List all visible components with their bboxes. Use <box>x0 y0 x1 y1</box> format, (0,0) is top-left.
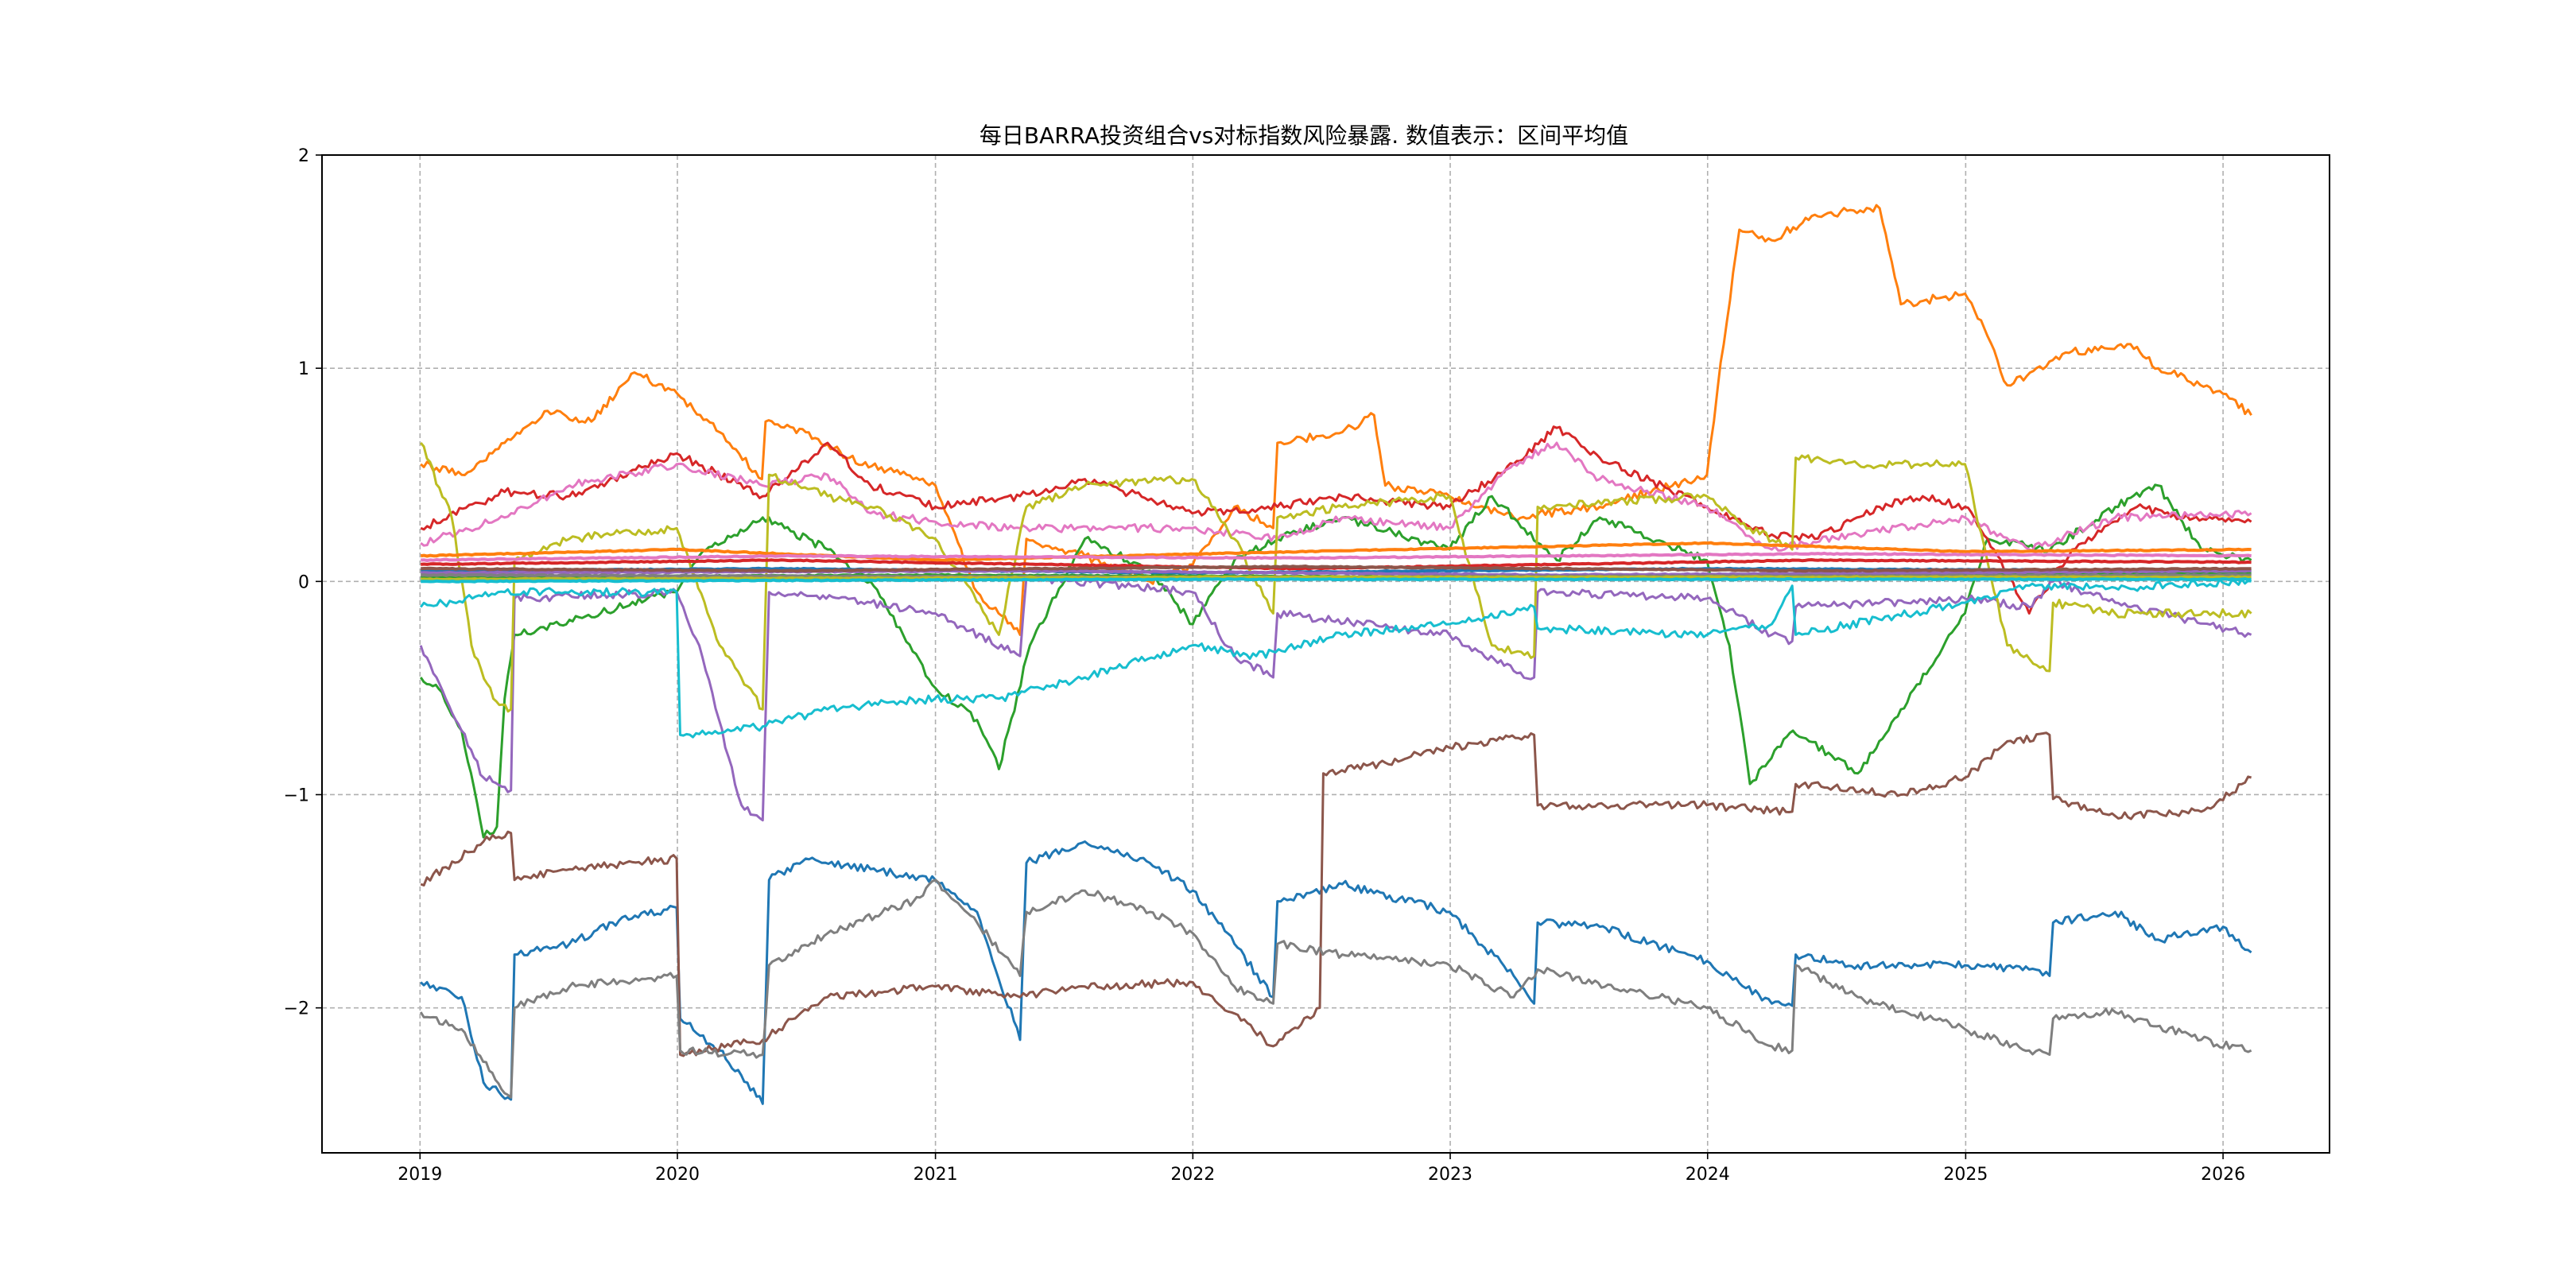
x-tick-label: 2020 <box>655 1165 700 1185</box>
series-line-17 <box>421 551 2252 562</box>
series-line-10 <box>420 577 2252 739</box>
x-tick-label: 2024 <box>1686 1165 1730 1185</box>
series-line-20 <box>421 577 2252 584</box>
series-line-15 <box>421 568 2252 577</box>
chart-title: 每日BARRA投资组合vs对标指数风险暴露. 数值表示：区间平均值 <box>980 122 1628 149</box>
series-line-8 <box>419 879 2252 1099</box>
x-tick-label: 2019 <box>398 1165 442 1185</box>
x-tick-label: 2022 <box>1170 1165 1215 1185</box>
series-line-19 <box>421 575 2252 582</box>
y-tick-label: −1 <box>284 786 309 805</box>
series-line-2 <box>420 204 2252 636</box>
series-line-4 <box>420 425 2252 615</box>
series-line-16 <box>421 564 2252 573</box>
plot-frame <box>321 154 2330 1154</box>
x-axis: 2019 2020 2021 2022 2023 2024 2025 2026 <box>398 1153 2245 1185</box>
series-line-9 <box>420 442 2252 713</box>
y-tick-label: 1 <box>298 359 309 379</box>
series-layer <box>419 204 2252 1105</box>
y-tick-label: 0 <box>298 572 309 592</box>
series-line-1 <box>420 840 2252 1105</box>
x-tick-label: 2026 <box>2201 1165 2245 1185</box>
series-line-6 <box>420 731 2252 1057</box>
y-axis: 2 1 0 −1 −2 <box>284 146 322 1019</box>
x-tick-label: 2025 <box>1943 1165 1988 1185</box>
x-tick-label: 2023 <box>1428 1165 1472 1185</box>
y-tick-label: −2 <box>284 999 309 1019</box>
y-tick-label: 2 <box>298 146 309 166</box>
series-line-5 <box>419 573 2252 822</box>
series-line-12 <box>420 541 2252 562</box>
x-tick-label: 2021 <box>914 1165 958 1185</box>
series-line-7 <box>420 441 2252 553</box>
